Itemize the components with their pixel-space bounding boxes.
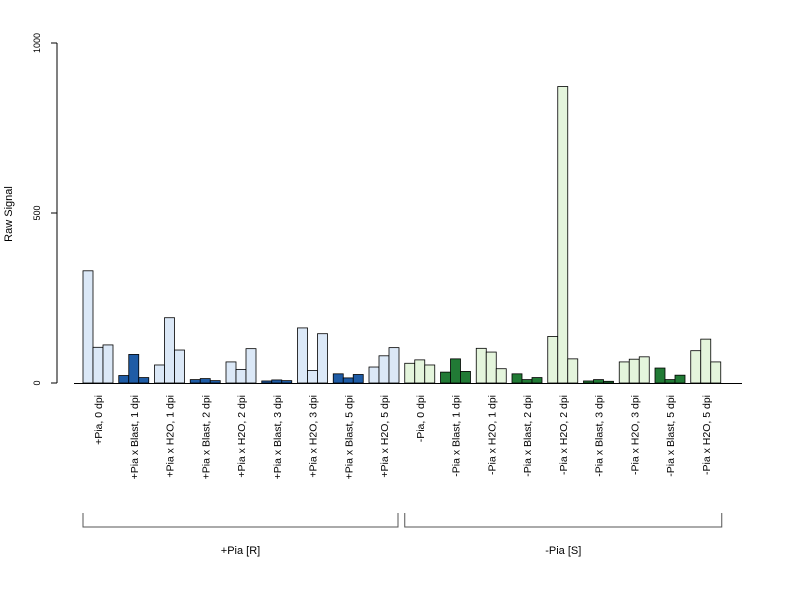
y-tick-label: 1000 (32, 33, 42, 53)
bar (128, 354, 140, 384)
bar (638, 356, 650, 384)
x-tick-label: +Pia x H2O, 2 dpi (236, 395, 248, 478)
bar (450, 358, 461, 384)
bar (664, 379, 676, 384)
bar (404, 362, 416, 384)
x-tick-label: -Pia x H2O, 1 dpi (486, 395, 498, 475)
category-labels: +Pia, 0 dpi +Pia x Blast, 1 dpi +Pia x H2O… (93, 395, 713, 479)
bar (271, 379, 283, 384)
bar (164, 317, 175, 384)
group-bracket (82, 513, 399, 528)
bar (225, 361, 237, 384)
bar (547, 336, 559, 384)
x-tick-label: +Pia x Blast, 1 dpi (129, 395, 141, 479)
bar (710, 361, 722, 384)
bar (102, 344, 114, 384)
y-tick-label: 0 (32, 380, 42, 385)
bar (583, 380, 594, 384)
x-tick-label: +Pia x H2O, 3 dpi (308, 395, 320, 478)
x-tick-label: +Pia x H2O, 5 dpi (379, 395, 391, 478)
bar (485, 351, 497, 384)
bar (495, 368, 507, 384)
bar (424, 364, 436, 384)
x-tick-label: -Pia, 0 dpi (415, 395, 427, 442)
bar (342, 377, 354, 384)
group-label: +Pia [R] (221, 545, 260, 557)
x-tick-label: +Pia x Blast, 3 dpi (272, 395, 284, 479)
x-tick-label: -Pia x H2O, 2 dpi (558, 395, 570, 475)
bar (700, 338, 712, 384)
bar (82, 270, 94, 384)
bar (557, 86, 569, 384)
bar (690, 350, 702, 384)
bar (174, 349, 185, 384)
bar (511, 373, 523, 384)
bar (603, 380, 614, 384)
bar (674, 374, 686, 384)
bar (460, 371, 471, 384)
bar (521, 379, 533, 384)
bar (154, 364, 165, 384)
bar (307, 370, 318, 384)
group-label: -Pia [S] (545, 545, 581, 557)
y-tick-label: 500 (32, 205, 42, 220)
y-axis: 0 500 1000 (32, 33, 58, 386)
bar (440, 371, 451, 384)
bar (281, 380, 293, 384)
bar (378, 355, 390, 384)
bar (92, 346, 104, 384)
x-tick-label: -Pia x Blast, 5 dpi (665, 395, 677, 477)
x-tick-label: -Pia x Blast, 3 dpi (594, 395, 606, 477)
x-tick-label: -Pia x Blast, 1 dpi (451, 395, 463, 477)
bar (189, 379, 201, 384)
bar (567, 358, 579, 384)
bar (297, 327, 308, 384)
bar (235, 368, 247, 384)
bar (352, 374, 364, 384)
x-tick-label: +Pia x H2O, 1 dpi (165, 395, 177, 478)
bar (209, 380, 221, 384)
bar (618, 361, 630, 384)
bar (118, 375, 130, 384)
bar (368, 366, 380, 384)
x-tick-label: -Pia x Blast, 2 dpi (522, 395, 534, 477)
x-tick-label: +Pia x Blast, 2 dpi (200, 395, 212, 479)
bar (199, 378, 211, 384)
bar (531, 377, 543, 384)
x-tick-label: +Pia x Blast, 5 dpi (343, 395, 355, 479)
y-axis-label: Raw Signal (3, 186, 15, 242)
bar (261, 380, 273, 384)
bar (245, 348, 257, 384)
x-tick-label: +Pia, 0 dpi (93, 395, 105, 445)
group-bracket (404, 513, 723, 528)
bar-series (82, 86, 722, 384)
bar (332, 373, 344, 384)
group-brackets: +Pia [R] -Pia [S] (82, 513, 723, 557)
bar (654, 367, 666, 384)
bar (593, 379, 604, 384)
x-tick-label: -Pia x H2O, 5 dpi (701, 395, 713, 475)
bar (388, 347, 400, 384)
bar (414, 359, 426, 384)
x-tick-label: -Pia x H2O, 3 dpi (629, 395, 641, 475)
bar (138, 377, 150, 384)
bar (475, 347, 487, 384)
bar (317, 333, 328, 384)
bar (628, 358, 640, 384)
